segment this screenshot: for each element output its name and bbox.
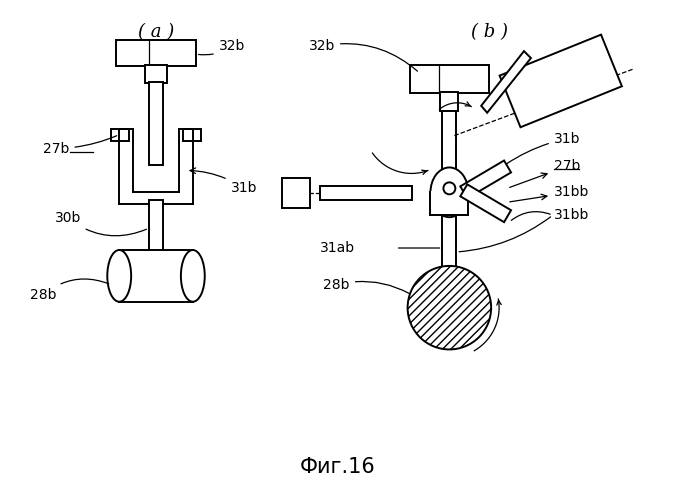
Text: 32b: 32b [198,39,245,55]
Text: 31b: 31b [506,132,580,164]
Text: 27b: 27b [43,136,116,156]
Polygon shape [460,160,511,198]
Ellipse shape [107,250,131,302]
Bar [149,82,163,166]
Bar [410,65,489,93]
Ellipse shape [443,182,456,194]
Bar [442,111,456,190]
Text: 30b: 30b [55,211,146,236]
Polygon shape [500,34,622,128]
Text: ( b ): ( b ) [471,24,508,42]
Bar [431,192,468,215]
Text: ( a ): ( a ) [138,24,174,42]
Text: 27b: 27b [510,160,580,188]
Bar [116,40,196,66]
Text: Фиг.16: Фиг.16 [300,456,376,476]
Text: 31bb: 31bb [554,208,589,222]
Bar [149,200,163,252]
Bar [183,128,201,140]
Text: 28b: 28b [30,279,109,301]
Bar [111,128,129,140]
Bar [119,250,193,302]
Ellipse shape [431,168,468,217]
Text: 31b: 31b [190,168,257,196]
Bar [282,178,310,208]
Text: 31bb: 31bb [510,186,589,202]
Bar [441,92,458,111]
Bar [442,213,456,268]
Bar [320,186,412,200]
Polygon shape [460,184,511,222]
Circle shape [408,266,491,349]
Text: 31ab: 31ab [320,241,355,255]
Ellipse shape [181,250,204,302]
Text: 32b: 32b [309,39,418,71]
Polygon shape [481,51,531,113]
Bar [145,65,167,83]
Text: 28b: 28b [324,278,409,293]
